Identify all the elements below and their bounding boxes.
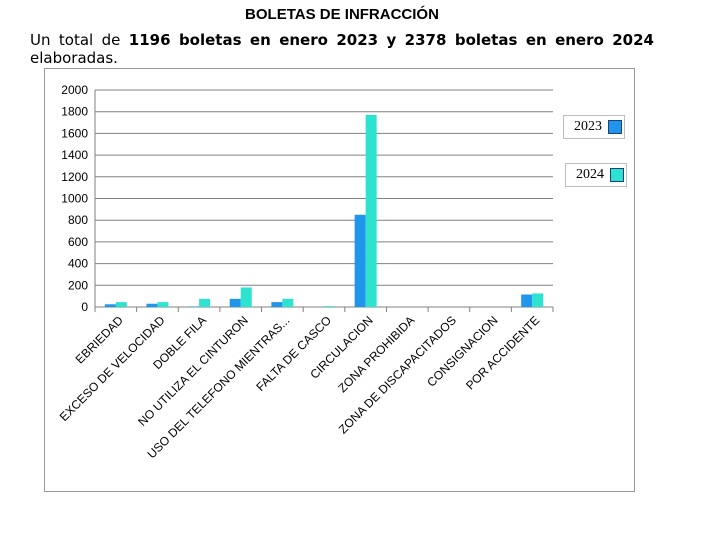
- bar-2023: [521, 294, 533, 307]
- bar-2024: [240, 287, 252, 307]
- intro-line-1: Un total de 1196 boletas en enero 2023 y…: [30, 31, 654, 49]
- legend-label-2024: 2024: [576, 167, 604, 182]
- intro-word: en: [525, 31, 547, 49]
- year-2023: 2023: [336, 31, 379, 49]
- legend-swatch-2023: [608, 120, 622, 134]
- y-tick-label: 400: [68, 257, 88, 271]
- intro-word: Un: [30, 31, 51, 49]
- bar-2023: [104, 304, 116, 307]
- bar-2024: [157, 302, 169, 307]
- bar-2023: [229, 298, 241, 307]
- bar-2024: [324, 306, 335, 307]
- intro-line-2: elaboradas.: [30, 49, 118, 67]
- bar-2023: [271, 302, 283, 307]
- x-tick-label: CONSIGNACION: [424, 313, 500, 389]
- intro-word: y: [386, 31, 397, 49]
- x-tick-label: POR ACCIDENTE: [463, 313, 542, 392]
- count-2023: 1196: [128, 31, 171, 49]
- bar-2024: [532, 293, 544, 307]
- bar-2023: [354, 214, 366, 307]
- count-2024: 2378: [404, 31, 447, 49]
- legend-item-2024: 2024: [565, 163, 627, 187]
- bar-2024: [365, 114, 377, 307]
- chart-frame: [44, 68, 635, 492]
- y-tick-label: 600: [68, 235, 88, 249]
- y-tick-label: 1400: [61, 148, 88, 162]
- bar-2024: [282, 298, 294, 307]
- x-tick-label: ZONA PROHIBIDA: [335, 313, 417, 395]
- y-tick-label: 200: [68, 278, 88, 292]
- intro-word: boletas: [178, 31, 242, 49]
- y-tick-label: 1200: [61, 170, 88, 184]
- x-tick-label: FALTA DE CASCO: [253, 313, 334, 394]
- intro-word: de: [101, 31, 121, 49]
- y-tick-label: 1800: [61, 105, 88, 119]
- intro-text: Un total de 1196 boletas en enero 2023 y…: [30, 31, 654, 67]
- intro-word: enero: [555, 31, 604, 49]
- legend-label-2023: 2023: [574, 119, 602, 134]
- intro-word: total: [58, 31, 94, 49]
- y-tick-label: 1600: [61, 126, 88, 140]
- y-tick-label: 800: [68, 213, 88, 227]
- bar-2024: [115, 302, 127, 307]
- y-tick-label: 2000: [61, 83, 88, 97]
- intro-word: boletas: [454, 31, 518, 49]
- intro-word: enero: [279, 31, 328, 49]
- year-2024: 2024: [612, 31, 654, 49]
- legend-swatch-2024: [610, 168, 624, 182]
- legend-item-2023: 2023: [563, 115, 625, 139]
- y-tick-label: 1000: [61, 192, 88, 206]
- y-tick-label: 0: [81, 300, 88, 314]
- chart-title: BOLETAS DE INFRACCIÓN: [245, 6, 439, 23]
- intro-word: en: [249, 31, 271, 49]
- bar-2024: [199, 298, 211, 307]
- bar-2023: [188, 306, 200, 307]
- bar-2023: [146, 303, 158, 307]
